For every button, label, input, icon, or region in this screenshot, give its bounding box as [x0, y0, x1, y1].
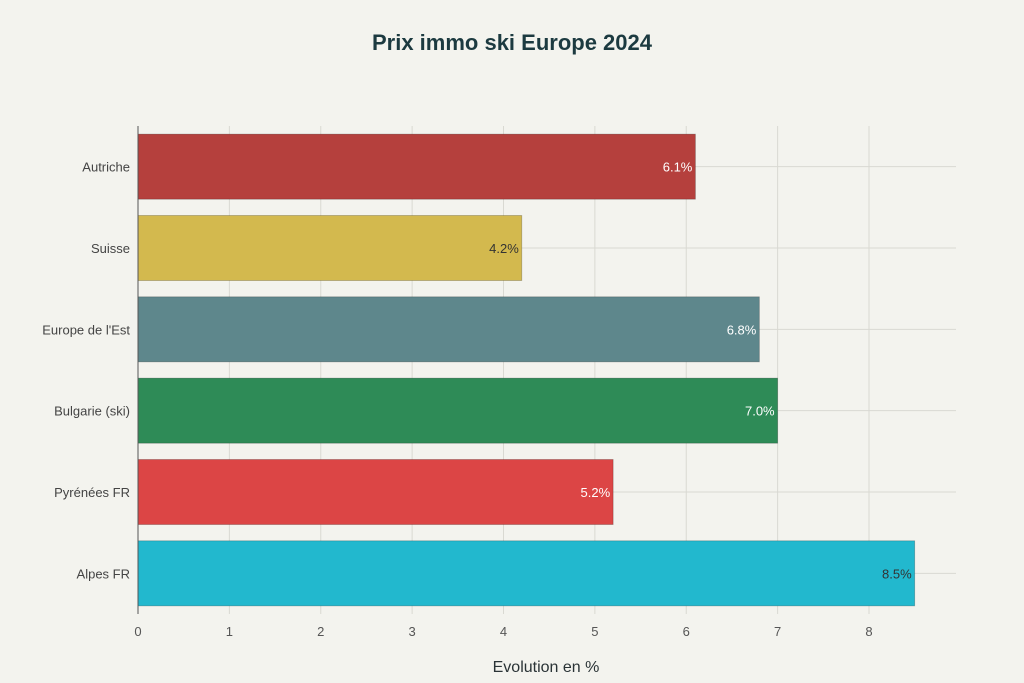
x-tick-label: 3 — [409, 624, 416, 639]
bar — [137, 296, 760, 363]
x-tick-label: 5 — [591, 624, 598, 639]
category-label: Autriche — [82, 160, 130, 175]
bar-data-label: 8.5% — [882, 566, 912, 581]
bar-data-label: 4.2% — [489, 241, 519, 256]
x-axis-ticks: 0 1 2 3 4 5 6 7 8 — [134, 624, 872, 639]
bar-data-label: 6.1% — [663, 160, 693, 175]
category-label: Alpes FR — [77, 566, 130, 581]
bar — [137, 540, 916, 607]
bar-data-label: 5.2% — [581, 485, 611, 500]
bars: 6.1% 4.2% 6.8% 7.0% 5.2% 8.5% — [137, 133, 916, 607]
category-label: Europe de l'Est — [42, 322, 130, 337]
x-tick-label: 1 — [226, 624, 233, 639]
x-tick-label: 6 — [683, 624, 690, 639]
bar-data-label: 7.0% — [745, 404, 775, 419]
x-tick-label: 8 — [865, 624, 872, 639]
category-label: Pyrénées FR — [54, 485, 130, 500]
x-tick-label: 7 — [774, 624, 781, 639]
bar — [137, 133, 696, 200]
x-axis-title: Evolution en % — [493, 659, 600, 676]
bar — [137, 459, 614, 525]
category-label: Suisse — [91, 241, 130, 256]
chart-title: Prix immo ski Europe 2024 — [372, 30, 653, 55]
x-tick-label: 4 — [500, 624, 507, 639]
x-tick-label: 0 — [134, 624, 141, 639]
category-labels: Autriche Suisse Europe de l'Est Bulgarie (s… — [42, 160, 130, 582]
bar — [137, 215, 523, 281]
category-label: Bulgarie (ski) — [54, 404, 130, 419]
bar — [137, 377, 779, 444]
bar-data-label: 6.8% — [727, 322, 757, 337]
x-tick-label: 2 — [317, 624, 324, 639]
